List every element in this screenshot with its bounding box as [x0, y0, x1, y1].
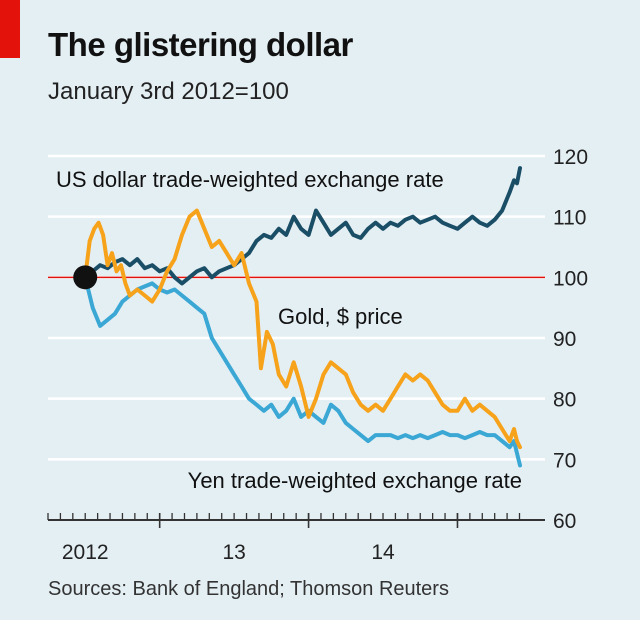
y-tick-label: 110 [553, 207, 586, 230]
y-tick-label: 90 [553, 328, 576, 351]
brand-tag [0, 0, 20, 58]
chart-subtitle: January 3rd 2012=100 [48, 78, 289, 105]
x-axis: 2012 13 14 [47, 513, 545, 564]
label-us-dollar: US dollar trade-weighted exchange rate [56, 167, 444, 192]
series-labels: US dollar trade-weighted exchange rate Go… [56, 167, 522, 493]
x-tick-label: 2012 [62, 541, 109, 564]
y-tick-label: 80 [553, 389, 576, 412]
y-tick-label: 120 [553, 146, 588, 169]
start-marker [73, 265, 98, 290]
series-line-us-dollar [83, 166, 522, 286]
label-gold: Gold, $ price [278, 304, 403, 329]
label-yen: Yen trade-weighted exchange rate [188, 468, 522, 493]
source-note: Sources: Bank of England; Thomson Reuter… [48, 578, 449, 600]
series-lines [83, 166, 522, 468]
y-tick-label: 100 [553, 267, 588, 290]
y-tick-label: 60 [553, 510, 576, 533]
y-tick-label: 70 [553, 449, 576, 472]
x-tick-label: 13 [222, 541, 245, 564]
chart-title: The glistering dollar [48, 26, 353, 63]
series-line-gold [83, 208, 522, 450]
start-marker-group [73, 265, 98, 290]
y-axis: 60 70 80 90 100 110 120 [553, 146, 588, 533]
x-tick-label: 14 [371, 541, 395, 564]
